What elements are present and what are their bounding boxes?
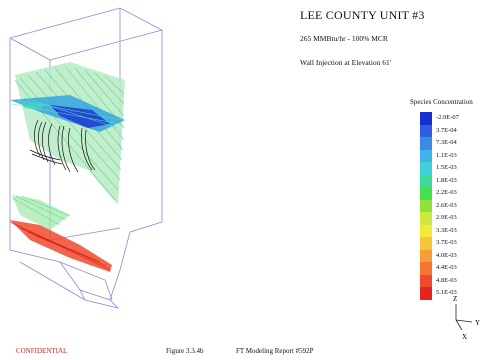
legend-label: -2.9E-07 (436, 114, 459, 121)
legend-label: 4.0E-03 (436, 251, 457, 259)
legend-swatch (420, 237, 432, 250)
lower-plume (9, 195, 112, 272)
legend-swatch (420, 249, 432, 262)
axis-triad: Z Y X (453, 295, 480, 340)
upper-concentration-sheet (14, 62, 125, 205)
report-name: FT Modeling Report #592P (236, 347, 314, 355)
axis-y-label: Y (475, 319, 480, 327)
legend-swatch (420, 174, 432, 187)
page-title: LEE COUNTY UNIT #3 (300, 8, 425, 22)
legend-swatch (420, 212, 432, 225)
legend-label: 1.8E-03 (436, 176, 457, 184)
legend-label: 3.7E-03 (436, 239, 457, 246)
confidential-label: CONFIDENTIAL (16, 347, 68, 355)
legend-swatch (420, 149, 432, 162)
legend-swatch (420, 112, 432, 125)
legend-swatch (420, 199, 432, 212)
legend-swatch (420, 137, 432, 150)
legend-swatch (420, 224, 432, 237)
legend-label: 2.6E-03 (436, 201, 457, 209)
legend-label: 5.1E-03 (436, 289, 457, 296)
legend-label: 2.9E-03 (436, 214, 457, 221)
legend-label: 7.3E-04 (436, 139, 457, 146)
figure-number: Figure 3.3.4b (166, 347, 204, 355)
legend-label: 3.7E-04 (436, 126, 457, 134)
legend-swatch (420, 124, 432, 137)
legend-label: 4.8E-03 (436, 276, 457, 284)
legend-swatch (420, 162, 432, 175)
legend-swatch (420, 187, 432, 200)
legend-swatch (420, 287, 432, 300)
boiler-flow-figure (9, 7, 163, 309)
legend-swatch (420, 274, 432, 287)
load-subtitle: 265 MMBtu/hr - 100% MCR (300, 34, 388, 43)
legend-swatch (420, 262, 432, 275)
injection-jets (29, 119, 96, 173)
legend-label: 1.1E-03 (436, 151, 457, 159)
legend-label: 3.3E-03 (436, 226, 457, 234)
axis-x-label: X (462, 333, 467, 340)
legend-label: 4.4E-03 (436, 264, 457, 271)
injection-plane (10, 95, 125, 132)
legend-title: Species Concentration (410, 98, 473, 106)
legend-label: 2.2E-03 (436, 189, 457, 196)
case-subtitle: Wall Injection at Elevation 61' (300, 58, 392, 67)
axis-z-label: Z (453, 295, 457, 303)
legend-label: 1.5E-03 (436, 164, 457, 171)
